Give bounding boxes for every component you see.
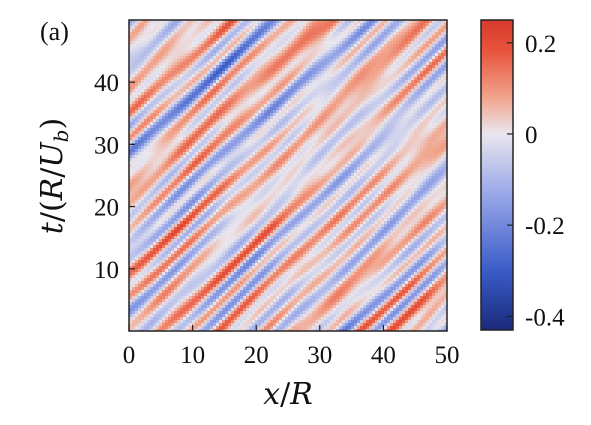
colorbar-frame	[480, 19, 514, 331]
x-tick-label: 0	[123, 342, 136, 369]
y-axis: 10 20 30 40	[94, 70, 135, 284]
colorbar-tick-label: -0.4	[525, 304, 565, 331]
heatmap-field	[129, 20, 447, 331]
colorbar	[481, 20, 513, 330]
y-tick-label: 30	[94, 132, 119, 159]
x-tick-label: 10	[180, 342, 205, 369]
y-tick-label: 40	[94, 70, 119, 97]
panel-label: (a)	[40, 17, 69, 46]
colorbar-ticks: 0.2 0 -0.2 -0.4	[507, 31, 565, 331]
colorbar-tick-label: -0.2	[525, 213, 565, 240]
plot-frame	[128, 19, 448, 332]
x-tick-label: 50	[435, 342, 460, 369]
y-tick-label: 10	[94, 257, 119, 284]
x-tick-label: 20	[244, 342, 269, 369]
y-tick-label: 20	[94, 195, 119, 222]
colorbar-tick-label: 0.2	[525, 31, 556, 58]
y-axis-label: t/(R/Ub)	[35, 118, 73, 234]
x-tick-label: 30	[307, 342, 332, 369]
x-tick-label: 40	[371, 342, 396, 369]
x-axis-label: x/R	[263, 377, 313, 412]
colorbar-tick-label: 0	[525, 122, 538, 149]
x-axis: 0 10 20 30 40 50	[123, 325, 460, 369]
